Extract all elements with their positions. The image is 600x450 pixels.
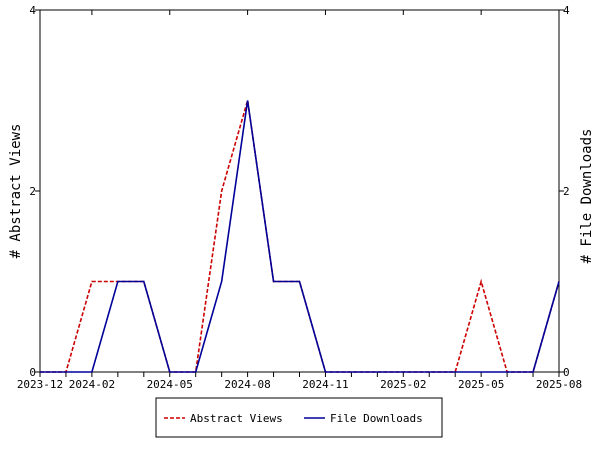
legend-label-abstract-views: Abstract Views (190, 412, 283, 425)
legend-label-file-downloads: File Downloads (330, 412, 423, 425)
x-tick-label: 2025-08 (536, 378, 582, 391)
x-tick-label: 2025-05 (458, 378, 504, 391)
x-tick-label: 2024-02 (69, 378, 115, 391)
plot-frame (39, 9, 560, 373)
y-tick-label-left: 4 (29, 4, 36, 17)
y-tick-label-left: 2 (29, 185, 36, 198)
y-tick-label-right: 2 (563, 185, 570, 198)
y-tick-label-right: 4 (563, 4, 570, 17)
x-tick-label: 2023-12 (17, 378, 63, 391)
legend-box (155, 397, 443, 438)
series-line-file-downloads (40, 100, 560, 373)
x-axis-ticks: 2023-12 2024-02 2024-05 2024-08 2024-11 2025-… (17, 10, 582, 391)
y-axis-title-right: # File Downloads (579, 129, 595, 264)
y-tick-label-left: 0 (29, 366, 36, 379)
y-axis-title-left: # Abstract Views (8, 124, 24, 259)
x-tick-label: 2025-02 (380, 378, 426, 391)
y-tick-label-right: 0 (563, 366, 570, 379)
x-tick-label: 2024-08 (224, 378, 270, 391)
series-line-abstract-views (40, 100, 560, 373)
series-lines (40, 100, 560, 373)
y-axis-ticks: 0 0 2 2 4 4 (29, 4, 570, 379)
x-tick-label: 2024-11 (302, 378, 348, 391)
x-tick-label: 2024-05 (147, 378, 193, 391)
legend: Abstract Views File Downloads (155, 397, 443, 438)
